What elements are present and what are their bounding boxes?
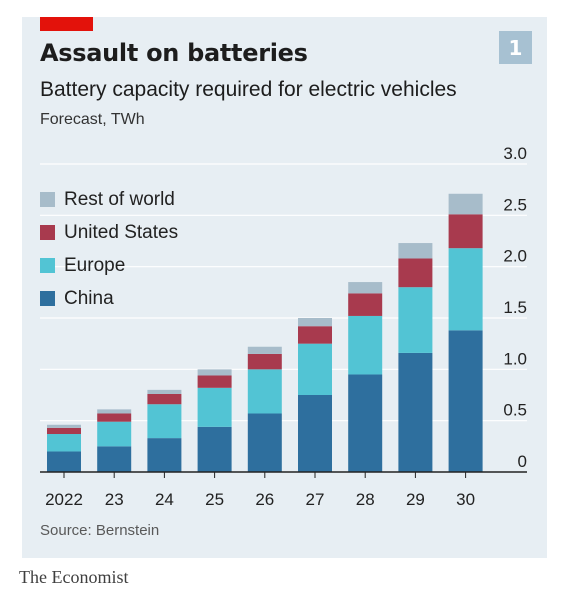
y-tick-label: 1.0 [503,349,527,368]
chart-subtitle: Battery capacity required for electric v… [40,78,457,101]
bar-segment [398,258,433,288]
bar-segment [247,353,282,370]
bar-segment [47,434,81,452]
y-tick-label: 0.5 [503,401,527,420]
legend-label: United States [64,222,178,243]
legend-swatch [40,258,55,273]
bar-segment [448,214,483,249]
bar-segment [147,404,182,439]
bar-segment [97,409,132,414]
publisher-brand: The Economist [19,567,129,587]
bar-segment [247,346,282,354]
legend-swatch [40,291,55,306]
bar-segment [147,438,182,472]
bar-segment [147,393,182,405]
bar-segment [97,413,132,422]
y-tick-label: 2.0 [503,247,527,266]
bar-segment [197,387,232,427]
bar-segment [197,426,232,472]
bar-segment [398,287,433,353]
y-tick-label: 0 [518,452,527,471]
bar-segment [348,374,383,472]
bar-segment [47,427,81,435]
bar-segment [47,451,81,472]
chart-title: Assault on batteries [40,39,308,67]
bar-segment [398,243,433,259]
bar-segment [197,375,232,388]
x-tick-label: 23 [105,490,124,509]
y-tick-label: 2.5 [503,195,527,214]
bar-segment [97,421,132,447]
bar-segment [97,446,132,472]
bar-segment [197,369,232,376]
bar-segment [247,413,282,472]
bar-segment [298,318,332,327]
source-note: Source: Bernstein [40,522,160,539]
bar-segment [298,343,332,395]
bar-segment [47,424,81,428]
bar-segment [348,282,383,294]
chart-number-badge: 1 [499,31,532,64]
bar-segment [448,248,483,331]
bar-segment [298,326,332,344]
bar-segment [398,352,433,472]
legend-swatch [40,225,55,240]
bar-segment [448,193,483,215]
x-tick-label: 29 [406,490,425,509]
y-tick-label: 3.0 [503,144,527,163]
y-tick-label: 1.5 [503,298,527,317]
x-tick-label: 25 [205,490,224,509]
legend-label: China [64,288,114,309]
x-tick-label: 2022 [45,490,83,509]
x-tick-label: 26 [255,490,274,509]
accent-tag [40,17,93,31]
bar-segment [348,315,383,375]
bar-segment [448,330,483,472]
legend-label: Rest of world [64,189,175,210]
bar-segment [298,395,332,472]
x-tick-label: 30 [456,490,475,509]
bar-segment [348,293,383,316]
chart-unit: Forecast, TWh [40,111,145,128]
x-tick-label: 27 [306,490,325,509]
bar-segment [147,389,182,394]
chart-card: 1 Assault on batteries Battery capacity … [22,17,547,558]
bar-chart: 0 0.5 1.0 1.5 2.0 2.5 3.0 2022 23 24 25 26 27 28 29 30 R… [40,144,527,509]
x-tick-label: 24 [155,490,174,509]
x-tick-label: 28 [356,490,375,509]
bar-segment [247,369,282,414]
legend-label: Europe [64,255,125,276]
legend-swatch [40,192,55,207]
